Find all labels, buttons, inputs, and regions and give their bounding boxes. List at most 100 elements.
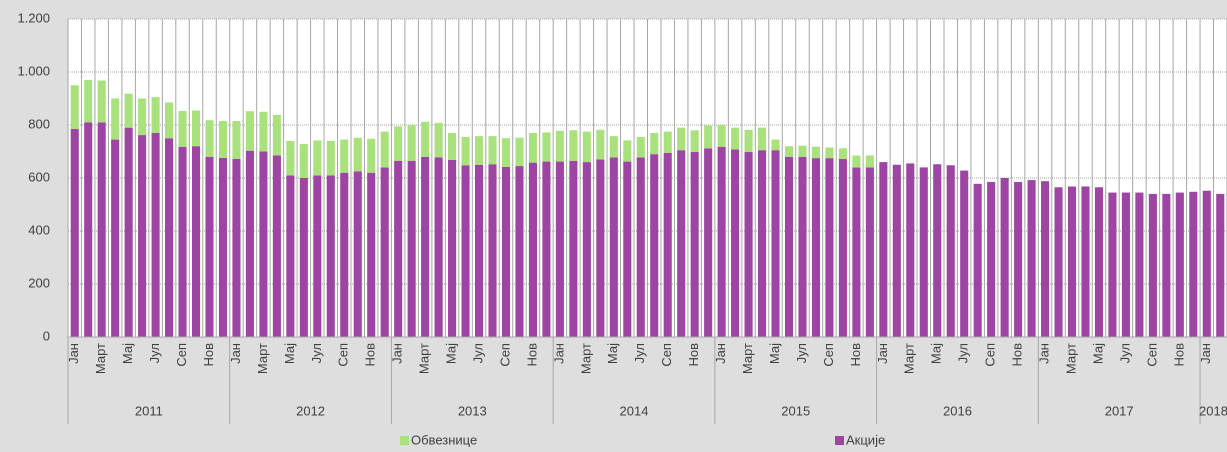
bar-segment bbox=[771, 139, 780, 151]
bar-segment bbox=[919, 167, 928, 337]
bar-segment bbox=[892, 164, 901, 337]
bar-segment bbox=[731, 149, 740, 337]
x-tick-label: Сеп bbox=[659, 343, 674, 367]
bar-segment bbox=[488, 164, 497, 337]
bar-segment bbox=[151, 132, 160, 337]
x-tick-label: Март bbox=[417, 343, 432, 374]
bar-segment bbox=[1041, 181, 1050, 337]
x-tick-label: Мај bbox=[929, 343, 944, 364]
year-label: 2017 bbox=[1105, 403, 1134, 418]
bar-segment bbox=[636, 136, 645, 158]
y-tick-label: 0 bbox=[43, 328, 50, 343]
x-tick-label: Мај bbox=[767, 343, 782, 364]
bar-segment bbox=[474, 164, 484, 337]
bar-segment bbox=[84, 79, 93, 123]
bar-segment bbox=[70, 85, 79, 129]
y-tick-label: 600 bbox=[28, 169, 50, 184]
bar-segment bbox=[394, 126, 403, 161]
bar-segment bbox=[434, 157, 443, 337]
bar-segment bbox=[70, 128, 79, 337]
bar-segment bbox=[367, 138, 376, 173]
bar-segment bbox=[286, 140, 295, 176]
x-tick-label: Јан bbox=[875, 343, 890, 364]
bar-segment bbox=[326, 140, 335, 176]
y-tick-label: 400 bbox=[28, 222, 50, 237]
bar-segment bbox=[515, 166, 524, 337]
x-tick-label: Сеп bbox=[821, 343, 836, 367]
x-tick-label: Мај bbox=[605, 343, 620, 364]
bar-segment bbox=[407, 160, 416, 337]
bar-segment bbox=[138, 98, 147, 136]
legend-swatch bbox=[835, 436, 844, 445]
bar-segment bbox=[299, 144, 308, 178]
x-tick-label: Јан bbox=[390, 343, 405, 364]
bar-segment bbox=[515, 137, 524, 167]
bar-segment bbox=[690, 152, 699, 337]
bar-segment bbox=[960, 170, 969, 337]
x-tick-label: Јан bbox=[66, 343, 81, 364]
bar-segment bbox=[340, 172, 349, 337]
bar-segment bbox=[1081, 186, 1090, 337]
bar-segment bbox=[623, 140, 632, 162]
bar-segment bbox=[232, 158, 241, 337]
x-tick-label: Јан bbox=[713, 343, 728, 364]
x-tick-label: Јул bbox=[147, 343, 162, 363]
bar-segment bbox=[421, 121, 430, 157]
year-label: 2014 bbox=[620, 403, 649, 418]
y-tick-label: 200 bbox=[28, 275, 50, 290]
bar-segment bbox=[286, 175, 295, 337]
bar-segment bbox=[1162, 193, 1171, 337]
y-tick-label: 1.200 bbox=[17, 10, 50, 25]
bar-segment bbox=[313, 175, 322, 337]
bar-segment bbox=[1135, 192, 1144, 337]
x-tick-label: Нов bbox=[1171, 343, 1186, 367]
bar-segment bbox=[1067, 186, 1077, 337]
x-tick-label: Сеп bbox=[174, 343, 189, 367]
x-tick-label: Јан bbox=[1198, 343, 1213, 364]
x-tick-label: Март bbox=[93, 343, 108, 374]
bar-segment bbox=[340, 139, 349, 173]
bar-segment bbox=[731, 127, 740, 150]
x-tick-label: Нов bbox=[524, 343, 539, 367]
bar-segment bbox=[97, 80, 106, 123]
year-label: 2016 bbox=[943, 403, 972, 418]
bar-segment bbox=[218, 121, 228, 158]
bar-segment bbox=[205, 156, 214, 337]
x-tick-label: Март bbox=[902, 343, 917, 374]
x-tick-label: Јул bbox=[794, 343, 809, 363]
bar-segment bbox=[353, 171, 362, 337]
bar-segment bbox=[663, 131, 672, 153]
bar-segment bbox=[353, 137, 362, 172]
bar-segment bbox=[165, 138, 174, 337]
x-tick-label: Нов bbox=[201, 343, 216, 367]
x-tick-label: Јул bbox=[956, 343, 971, 363]
bar-segment bbox=[218, 157, 228, 337]
bar-segment bbox=[528, 132, 537, 163]
bar-segment bbox=[111, 98, 120, 140]
x-tick-label: Мај bbox=[282, 343, 297, 364]
bar-segment bbox=[380, 167, 389, 337]
x-tick-label: Јан bbox=[551, 343, 566, 364]
bar-segment bbox=[798, 156, 807, 337]
year-label: 2011 bbox=[135, 403, 163, 418]
bar-segment bbox=[528, 162, 537, 337]
bar-segment bbox=[421, 156, 430, 337]
x-tick-label: Мај bbox=[444, 343, 459, 364]
x-tick-label: Нов bbox=[1010, 343, 1025, 367]
x-tick-label: Нов bbox=[363, 343, 378, 367]
bar-segment bbox=[124, 93, 133, 128]
bar-segment bbox=[394, 160, 403, 337]
x-tick-label: Март bbox=[255, 343, 270, 374]
bar-segment bbox=[542, 161, 551, 337]
bar-segment bbox=[784, 146, 794, 157]
bar-segment bbox=[1094, 187, 1104, 337]
bar-segment bbox=[191, 110, 201, 147]
x-tick-label: Сеп bbox=[497, 343, 512, 367]
x-tick-label: Март bbox=[578, 343, 593, 374]
x-tick-label: Март bbox=[1063, 343, 1078, 374]
bar-segment bbox=[178, 146, 187, 337]
bar-segment bbox=[1202, 190, 1211, 337]
bar-segment bbox=[1054, 187, 1063, 337]
bar-segment bbox=[259, 151, 268, 337]
